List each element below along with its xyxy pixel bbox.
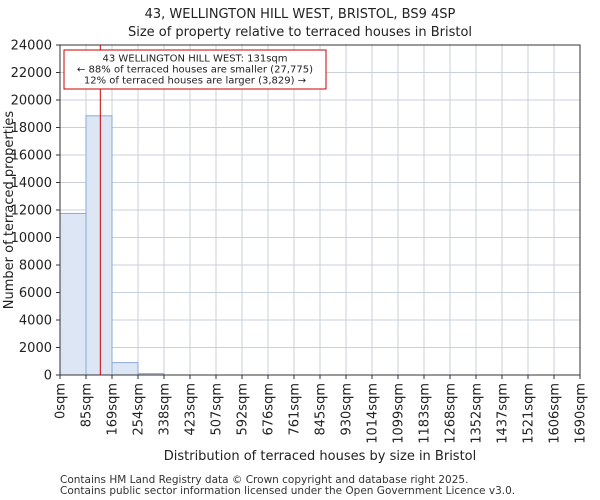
annotation-line-1: 43 WELLINGTON HILL WEST: 131sqm — [103, 54, 288, 65]
x-tick-label: 930sqm — [340, 383, 355, 436]
y-tick-label: 6000 — [19, 286, 52, 301]
x-tick-label: 169sqm — [106, 383, 121, 436]
x-tick-label: 1352sqm — [470, 383, 485, 444]
x-tick-label: 85sqm — [80, 383, 95, 427]
annotation-line-2: ← 88% of terraced houses are smaller (27… — [77, 65, 313, 76]
x-tick-label: 1014sqm — [366, 383, 381, 444]
x-tick-label: 0sqm — [54, 383, 69, 419]
y-axis-label: Number of terraced properties — [2, 111, 17, 310]
x-tick-label: 338sqm — [158, 383, 173, 436]
histogram-bar — [85, 115, 113, 376]
footer-line-2: Contains public sector information licen… — [60, 485, 515, 497]
y-tick-label: 8000 — [19, 259, 52, 274]
x-tick-label: 1521sqm — [522, 383, 537, 444]
footer-line-1: Contains HM Land Registry data © Crown c… — [60, 474, 468, 486]
annotation-line-3: 12% of terraced houses are larger (3,829… — [84, 76, 306, 87]
y-tick-label: 10000 — [11, 231, 52, 246]
y-tick-label: 22000 — [11, 66, 52, 81]
chart-subtitle: Size of property relative to terraced ho… — [128, 25, 472, 40]
annotation-box: 43 WELLINGTON HILL WEST: 131sqm ← 88% of… — [63, 49, 327, 90]
x-tick-label: 1606sqm — [548, 383, 563, 444]
annotation-frame — [63, 49, 327, 90]
x-tick-label: 254sqm — [132, 383, 147, 436]
y-ticks: 0 2000 4000 6000 8000 10000 12000 14000 16000 180… — [11, 39, 60, 384]
x-tick-label: 592sqm — [236, 383, 251, 436]
y-tick-label: 2000 — [19, 341, 52, 356]
x-axis-label: Distribution of terraced houses by size … — [164, 449, 477, 464]
x-tick-label: 1268sqm — [444, 383, 459, 444]
histogram-bar — [59, 212, 87, 376]
y-tick-label: 14000 — [11, 176, 52, 191]
y-tick-label: 16000 — [11, 149, 52, 164]
y-tick-label: 24000 — [11, 39, 52, 54]
x-tick-label: 761sqm — [288, 383, 303, 436]
x-ticks: 0sqm 85sqm 169sqm 254sqm 338sqm 423sqm 507sqm 5… — [54, 375, 589, 444]
y-tick-label: 20000 — [11, 94, 52, 109]
x-tick-label: 1099sqm — [392, 383, 407, 444]
x-tick-label: 423sqm — [184, 383, 199, 436]
x-tick-label: 1690sqm — [574, 383, 589, 444]
grid-lines — [59, 44, 581, 376]
x-tick-label: 507sqm — [210, 383, 225, 436]
x-tick-label: 676sqm — [262, 383, 277, 436]
chart-title: 43, WELLINGTON HILL WEST, BRISTOL, BS9 4… — [145, 7, 456, 22]
y-tick-label: 12000 — [11, 204, 52, 219]
y-tick-label: 18000 — [11, 121, 52, 136]
x-tick-label: 845sqm — [314, 383, 329, 436]
histogram-bar — [111, 362, 139, 376]
y-tick-label: 4000 — [19, 314, 52, 329]
x-tick-label: 1437sqm — [496, 383, 511, 444]
y-tick-label: 0 — [44, 369, 52, 384]
x-tick-label: 1183sqm — [418, 383, 433, 444]
bars — [59, 115, 165, 376]
